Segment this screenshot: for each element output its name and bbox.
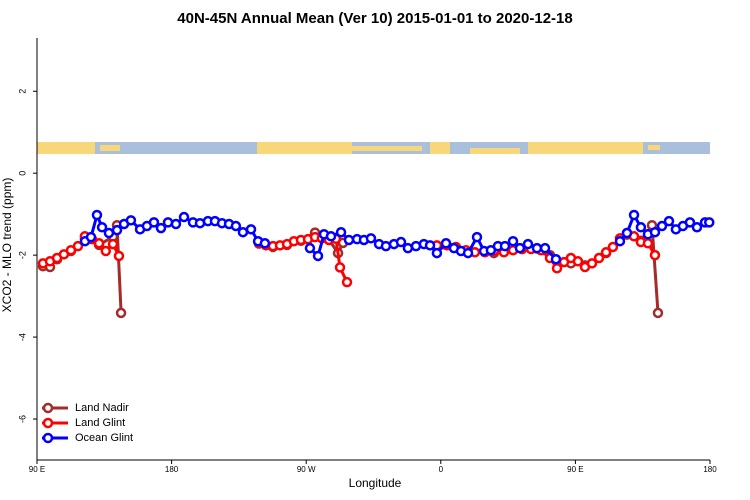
data-point (178, 211, 190, 223)
data-point (607, 241, 619, 253)
data-point (237, 226, 249, 238)
y-tick-label: 2 (17, 89, 27, 94)
data-point (572, 256, 584, 267)
x-tick-label: 180 (165, 465, 179, 474)
y-tick-label: -6 (17, 415, 27, 423)
data-point (649, 226, 661, 238)
data-point (586, 258, 598, 269)
data-point (100, 245, 112, 257)
data-point (656, 220, 668, 232)
data-point (380, 240, 392, 252)
data-point (230, 220, 242, 232)
data-point (365, 233, 377, 244)
data-point (514, 242, 526, 254)
data-point (170, 218, 182, 230)
data-point (91, 209, 103, 221)
chart-title: 40N-45N Annual Mean (Ver 10) 2015-01-01 … (177, 10, 572, 27)
y-axis-label: XCO2 - MLO trend (ppm) (0, 178, 14, 313)
data-point (341, 276, 353, 288)
data-point (522, 238, 534, 250)
data-point (471, 231, 483, 243)
data-point (155, 222, 167, 234)
data-point (335, 226, 347, 238)
x-tick-label: 90 E (567, 465, 583, 474)
legend-marker (42, 432, 54, 444)
data-point (111, 224, 123, 236)
data-point (424, 240, 436, 251)
legend-marker (42, 402, 54, 414)
data-point (107, 238, 119, 250)
data-point (440, 238, 452, 249)
y-tick-label: -2 (17, 251, 27, 259)
data-point (684, 217, 696, 228)
data-point (343, 234, 355, 246)
data-point (259, 238, 271, 249)
data-point (162, 217, 174, 228)
x-tick-label: 90 W (297, 465, 316, 474)
data-point (334, 262, 346, 273)
data-point (113, 250, 125, 262)
data-point (663, 215, 675, 227)
data-point (593, 252, 605, 264)
data-point (148, 217, 160, 228)
data-point (539, 242, 551, 254)
data-point (628, 209, 640, 221)
data-point (652, 307, 664, 319)
data-point (600, 247, 612, 258)
x-axis-label: Longitude (349, 476, 402, 490)
data-point (85, 231, 97, 243)
legend-label: Land Glint (75, 417, 125, 429)
legend-label: Ocean Glint (75, 432, 133, 444)
data-point (312, 250, 324, 262)
data-point (691, 222, 703, 233)
x-tick-label: 0 (439, 465, 444, 474)
data-point (499, 240, 511, 252)
data-point (245, 224, 257, 235)
data-point (551, 263, 563, 274)
x-tick-label: 90 E (29, 465, 45, 474)
data-point (304, 242, 316, 254)
data-point (550, 253, 562, 265)
legend-label: Land Nadir (75, 402, 129, 414)
data-point (96, 222, 108, 233)
data-point (649, 249, 661, 261)
data-point (431, 247, 443, 259)
legend-marker (42, 417, 54, 429)
data-point (125, 215, 137, 226)
data-point (704, 217, 715, 228)
data-point (621, 227, 633, 239)
data-point (531, 242, 543, 254)
data-point (642, 238, 654, 249)
data-point (395, 236, 407, 248)
data-point (115, 307, 127, 319)
data-point (635, 222, 647, 233)
data-point (72, 240, 84, 252)
data-point (325, 231, 337, 242)
y-tick-label: 0 (17, 171, 27, 176)
data-point (462, 247, 474, 259)
data-point (93, 238, 105, 249)
data-point (103, 227, 115, 239)
data-point (614, 235, 626, 247)
land-sea-strip (37, 142, 710, 154)
data-point (402, 242, 414, 254)
x-tick-label: 180 (703, 465, 717, 474)
y-tick-label: -4 (17, 333, 27, 341)
data-point (507, 235, 519, 247)
